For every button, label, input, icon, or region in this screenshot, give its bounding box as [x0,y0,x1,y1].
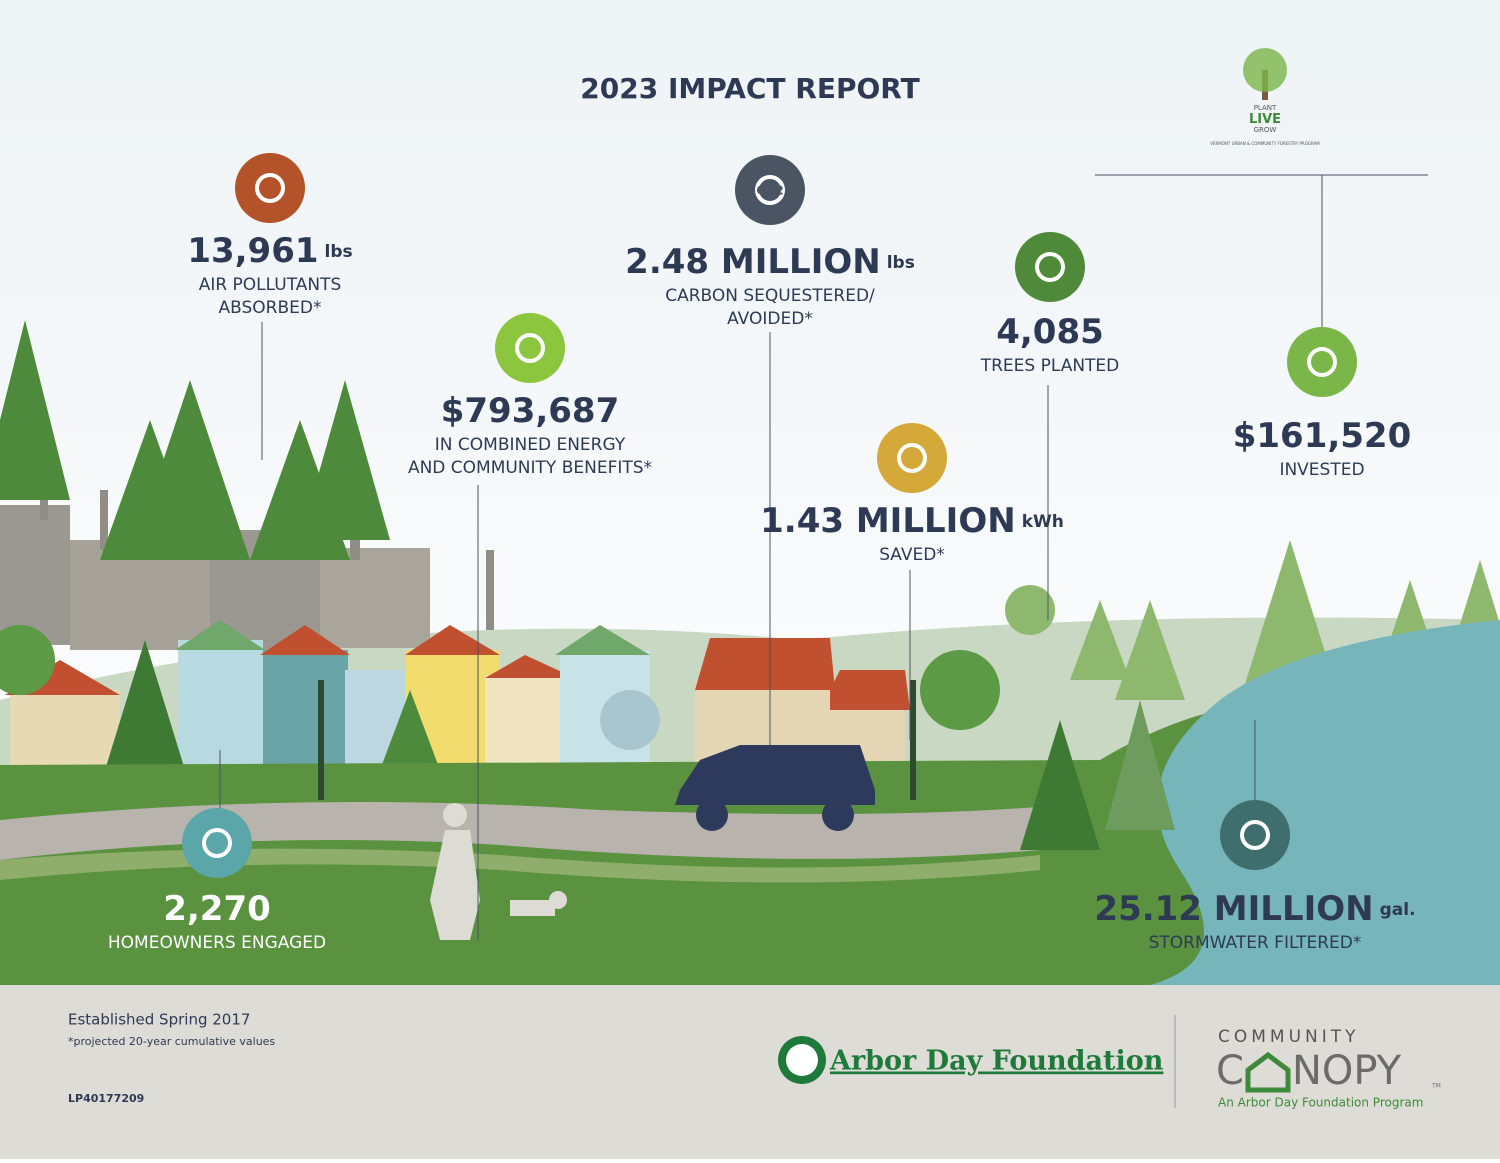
stat-unit: lbs [325,242,353,262]
stat-icon [1220,800,1290,870]
arbor-name: Arbor Day Foundation [829,1046,1164,1077]
stat-number: 1.43 MILLION [760,501,1016,541]
stat-icon [182,808,252,878]
icon-text: CO2 [756,184,783,198]
stat-icon-glyph [897,443,927,473]
scenery [0,174,1500,985]
logo-line: PLANT [1254,104,1277,112]
stat-icon [1015,232,1085,302]
note: *projected 20-year cumulative values [68,1035,275,1048]
stat-number: 2.48 MILLION [625,242,881,282]
stat-icon-glyph [1307,347,1337,377]
stat-label: TREES PLANTED [980,356,1120,376]
stat-icon [735,155,805,225]
canopy-top: COMMUNITY [1218,1027,1360,1047]
arbor-icon [786,1044,818,1076]
stat-label: CARBON SEQUESTERED/ [665,286,875,306]
stat-label: AIR POLLUTANTS [199,275,342,295]
trademark: TM [1431,1083,1441,1090]
stat-label: HOMEOWNERS ENGAGED [108,933,326,953]
logo: PLANT LIVE GROW VERMONT URBAN & COMMUNITY … [1210,48,1320,146]
stat-icon-glyph [515,333,545,363]
stat-value: 2.48 MILLION lbs [625,242,915,282]
stat-value: 13,961 lbs [187,231,352,271]
stat-icon-glyph [202,828,232,858]
canopy-left: C [1216,1048,1244,1094]
canopy-house [1245,1051,1291,1093]
stat-icon [1287,327,1357,397]
stat-number: 25.12 MILLION [1094,889,1373,929]
stat-unit: lbs [887,253,915,273]
stat-number: $161,520 [1233,416,1412,456]
stat-value: $793,687 [441,391,620,431]
stat-value: 4,085 [996,312,1104,352]
stat-label: SAVED* [879,545,945,565]
stat-label: AVOIDED* [727,309,813,329]
stat-value: 25.12 MILLION gal. [1094,889,1415,929]
stat-number: $793,687 [441,391,620,431]
logo-line: GROW [1254,126,1277,134]
stat-label: INVESTED [1279,460,1364,480]
stat-label: STORMWATER FILTERED* [1149,933,1362,953]
stat-label: IN COMBINED ENERGY [435,435,626,455]
logo-caption: VERMONT URBAN & COMMUNITY FORESTRY PROGR… [1210,141,1320,146]
stat-value: 1.43 MILLION kWh [760,501,1064,541]
established: Established Spring 2017 [68,1011,250,1029]
stat-icon [877,423,947,493]
canopy-sub: An Arbor Day Foundation Program [1218,1096,1423,1110]
code: LP40177209 [68,1092,144,1105]
canopy-right: NOPY [1292,1048,1402,1094]
stat-icon-glyph [255,173,285,203]
stat-label: AND COMMUNITY BENEFITS* [408,458,652,478]
stat-label: ABSORBED* [219,298,322,318]
title: 2023 IMPACT REPORT [580,72,919,105]
stat-unit: gal. [1380,900,1416,920]
stats: 13,961 lbs AIR POLLUTANTS ABSORBED* $793,687… [108,153,1416,953]
stat-number: 4,085 [996,312,1104,352]
stat-number: 13,961 [187,231,318,271]
stat-value: 2,270 [163,889,271,929]
logo-text: PLANT LIVE GROW [1249,104,1281,134]
stat-number: 2,270 [163,889,271,929]
stat-value: $161,520 [1233,416,1412,456]
stat-icon-glyph [755,175,785,205]
stat-icon-glyph [1240,820,1270,850]
stat-unit: kWh [1022,512,1064,532]
stat-icon [235,153,305,223]
stat-icon [495,313,565,383]
logo-line: LIVE [1249,112,1281,127]
stat-icon-glyph [1035,252,1065,282]
